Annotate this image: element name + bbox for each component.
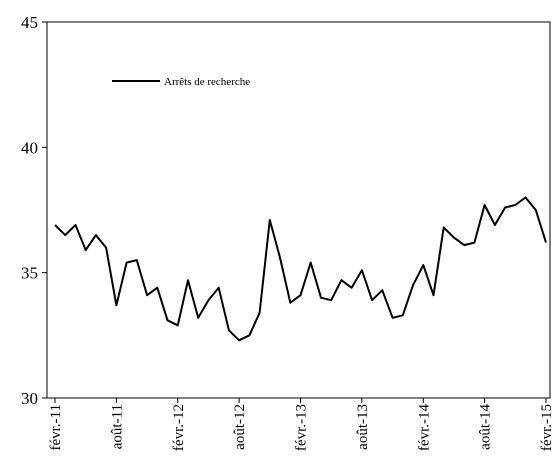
legend-label: Arrêts de recherche <box>164 76 250 88</box>
x-tick-label: févr.-12 <box>171 404 187 451</box>
x-tick-label: août-14 <box>478 404 494 450</box>
x-tick-label: févr.-15 <box>539 404 554 451</box>
x-tick-label: févr.-11 <box>48 404 64 451</box>
x-tick-label: août-11 <box>109 404 125 449</box>
x-tick-label: févr.-13 <box>294 404 310 451</box>
x-tick-label: févr.-14 <box>416 404 432 452</box>
axis-tick-marks <box>42 21 547 403</box>
y-axis-tick-labels: 30 35 40 45 <box>21 13 38 408</box>
plot-area-frame <box>46 21 551 399</box>
x-tick-label: août-13 <box>355 404 371 450</box>
y-tick-label: 45 <box>21 13 38 32</box>
x-tick-label: août-12 <box>232 404 248 450</box>
y-tick-label: 35 <box>21 264 38 283</box>
series-line-arrets-de-recherche <box>54 196 547 342</box>
y-tick-label: 40 <box>21 138 38 157</box>
y-tick-label: 30 <box>21 389 38 408</box>
legend: Arrêts de recherche <box>112 76 250 88</box>
x-axis-tick-labels: févr.-11 août-11 févr.-12 août-12 févr.-13 ao… <box>48 404 554 452</box>
